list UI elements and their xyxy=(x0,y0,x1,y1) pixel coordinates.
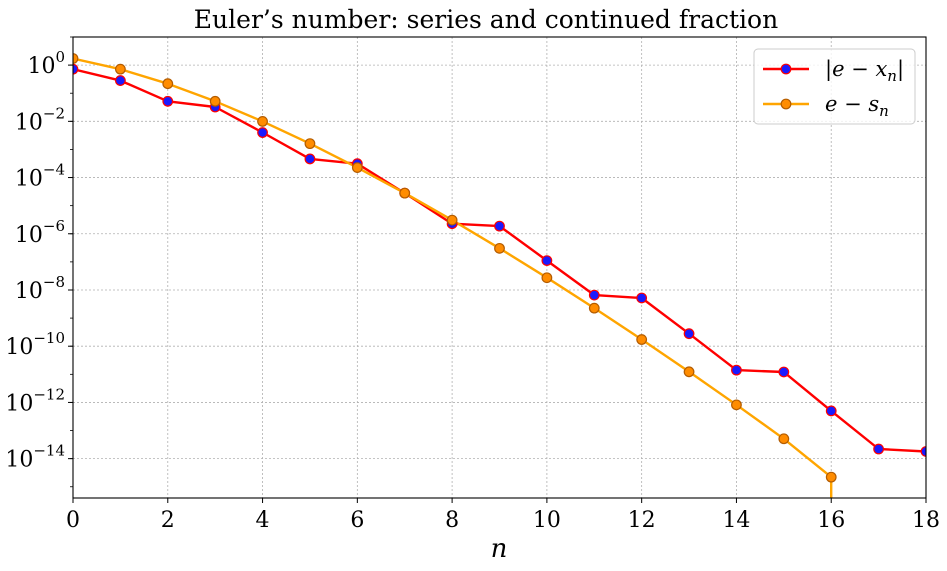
chart-title: Euler’s number: series and continued fra… xyxy=(194,5,778,34)
x-tick-label: 6 xyxy=(350,508,364,533)
series-1-point xyxy=(114,63,126,75)
y-tick-label: 10−4 xyxy=(15,161,65,192)
series-line-1 xyxy=(73,57,833,498)
y-tick-exponent: 0 xyxy=(55,48,65,66)
series-0-point xyxy=(73,63,79,75)
series-0-point xyxy=(588,289,600,301)
legend-label-suffix: | xyxy=(897,57,904,82)
y-tick-exponent: −10 xyxy=(33,329,65,347)
series-0-point xyxy=(494,220,505,232)
y-tick-exponent: −6 xyxy=(43,217,65,235)
x-tick-label: 2 xyxy=(161,508,175,533)
y-tick-base: 10 xyxy=(5,448,33,473)
y-tick-label: 10−14 xyxy=(5,442,65,473)
y-tick-base: 10 xyxy=(15,223,43,248)
series-0-point xyxy=(873,443,885,455)
legend-label-0: |e − xn| xyxy=(825,57,904,85)
x-tick-label: 4 xyxy=(256,508,270,533)
series-0-point xyxy=(304,153,316,165)
x-tick-label: 10 xyxy=(533,508,561,533)
y-tick-base: 10 xyxy=(15,167,43,192)
series-1-point xyxy=(494,242,505,254)
series-0-point xyxy=(636,292,648,304)
y-tick-label: 10−10 xyxy=(5,329,65,360)
series-0-point xyxy=(731,364,742,376)
y-tick-base: 10 xyxy=(15,279,43,304)
y-tick-exponent: −8 xyxy=(43,273,65,291)
x-axis-label: n xyxy=(491,534,508,564)
legend-marker-1 xyxy=(780,98,792,110)
series-0-point xyxy=(683,328,695,340)
y-tick-base: 10 xyxy=(15,110,43,135)
legend-label-subscript: n xyxy=(879,102,889,120)
x-tick-label: 8 xyxy=(445,508,459,533)
series-1-point xyxy=(304,138,316,150)
series-1-point xyxy=(588,302,600,314)
series-layer xyxy=(73,53,926,498)
plot-frame xyxy=(72,36,927,499)
series-1-point xyxy=(446,214,458,226)
series-1-point xyxy=(351,162,363,173)
x-tick-label: 18 xyxy=(912,508,940,533)
x-axis: 0 2 4 6 8 10 12 14 16 18 xyxy=(66,498,940,533)
series-1-point xyxy=(162,78,174,90)
series-1-point xyxy=(399,187,411,199)
series-line-0 xyxy=(73,68,926,453)
series-1-point xyxy=(209,95,221,107)
series-0-point xyxy=(778,366,790,378)
legend-label-1: e − sn xyxy=(825,92,889,120)
y-tick-label: 10−6 xyxy=(15,217,65,248)
x-tick-label: 14 xyxy=(722,508,750,533)
series-0-point xyxy=(257,127,268,138)
legend-label-subscript: n xyxy=(887,67,897,85)
series-1-point xyxy=(541,272,553,284)
x-tick-label: 12 xyxy=(628,508,656,533)
y-tick-label: 10−8 xyxy=(15,273,65,304)
y-tick-base: 10 xyxy=(5,335,33,360)
series-1-point xyxy=(731,399,742,411)
legend-box xyxy=(753,48,916,125)
y-tick-label: 100 xyxy=(27,48,65,79)
y-tick-label: 10−2 xyxy=(15,104,65,135)
y-tick-exponent: −4 xyxy=(43,161,65,179)
y-tick-label: 10−12 xyxy=(5,385,65,416)
series-0-point xyxy=(541,255,553,267)
y-tick-exponent: −2 xyxy=(43,104,65,122)
legend-marker-0 xyxy=(780,63,792,75)
series-1-point xyxy=(636,334,648,345)
legend-label-main: |e − x xyxy=(825,57,887,82)
y-tick-base: 10 xyxy=(5,391,33,416)
y-tick-exponent: −12 xyxy=(33,385,65,403)
series-0-point xyxy=(114,75,126,86)
series-1-point xyxy=(73,53,79,64)
y-tick-exponent: −14 xyxy=(33,442,65,460)
y-tick-base: 10 xyxy=(27,54,55,79)
series-1-point xyxy=(825,471,837,483)
series-0-point xyxy=(825,405,837,417)
series-1-point xyxy=(778,433,790,445)
series-1-point xyxy=(257,115,268,127)
legend-label-main: e − s xyxy=(825,92,879,116)
series-1-point xyxy=(683,366,695,378)
series-0-point xyxy=(920,446,926,457)
x-tick-label: 16 xyxy=(817,508,845,533)
series-0-point xyxy=(162,95,174,107)
legend: |e − xn|e − sn xyxy=(753,48,916,125)
x-tick-label: 0 xyxy=(66,508,80,533)
